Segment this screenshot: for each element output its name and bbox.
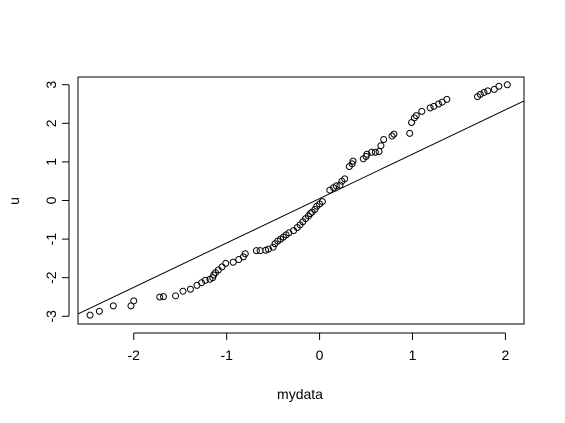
x-tick-label: -2 [128,347,141,363]
data-points [86,81,511,319]
data-point [186,285,194,293]
data-point [349,157,357,165]
data-point [229,258,237,266]
data-point [380,136,388,144]
data-point [341,175,349,183]
x-tick-label: 0 [316,347,324,363]
data-point [179,287,187,295]
data-point [426,104,434,112]
data-point [304,212,312,220]
y-axis-title: u [6,197,22,205]
x-axis: -2 -1 0 1 2 [128,332,510,363]
y-tick-label: 3 [43,81,59,89]
data-point [198,279,206,287]
y-tick-label: -2 [43,271,59,284]
plot-frame [77,76,525,325]
data-point [241,250,249,258]
data-point [377,142,385,150]
y-axis: -3 -2 -1 0 1 2 3 [43,81,70,323]
data-point [156,293,164,301]
data-point [412,112,420,120]
x-tick-label: 2 [502,347,510,363]
data-point [326,186,334,194]
y-tick-label: 0 [43,196,59,204]
data-point [218,263,226,271]
data-point [388,132,396,140]
y-tick-label: 2 [43,119,59,127]
data-point [375,147,383,155]
data-point [480,88,488,96]
y-tick-label: -3 [43,310,59,323]
data-point [201,276,209,284]
data-point [363,150,371,158]
data-point [172,292,180,300]
data-point [159,293,167,301]
data-point [127,302,135,310]
data-point [390,130,398,138]
data-point [406,129,414,137]
data-point [306,210,314,218]
y-tick-label: -1 [43,233,59,246]
data-point [484,87,492,95]
data-point [318,198,326,206]
data-point [269,243,277,251]
data-point [410,114,418,122]
data-point [109,302,117,310]
data-point [264,245,272,253]
x-axis-title: mydata [277,386,323,402]
x-tick-label: 1 [409,347,417,363]
reference-line [77,100,525,315]
data-point [418,107,426,115]
data-point [495,82,503,90]
data-point [210,271,218,279]
data-point [252,247,260,255]
data-point [443,95,451,103]
y-tick-label: 1 [43,158,59,166]
data-point [435,100,443,108]
data-point [336,181,344,189]
data-point [95,307,103,315]
data-point [368,148,376,156]
data-point [332,182,340,190]
data-point [222,259,230,267]
data-point [476,90,484,98]
data-point [503,81,511,89]
data-point [371,148,379,156]
x-tick-label: -1 [220,347,233,363]
data-point [86,311,94,319]
